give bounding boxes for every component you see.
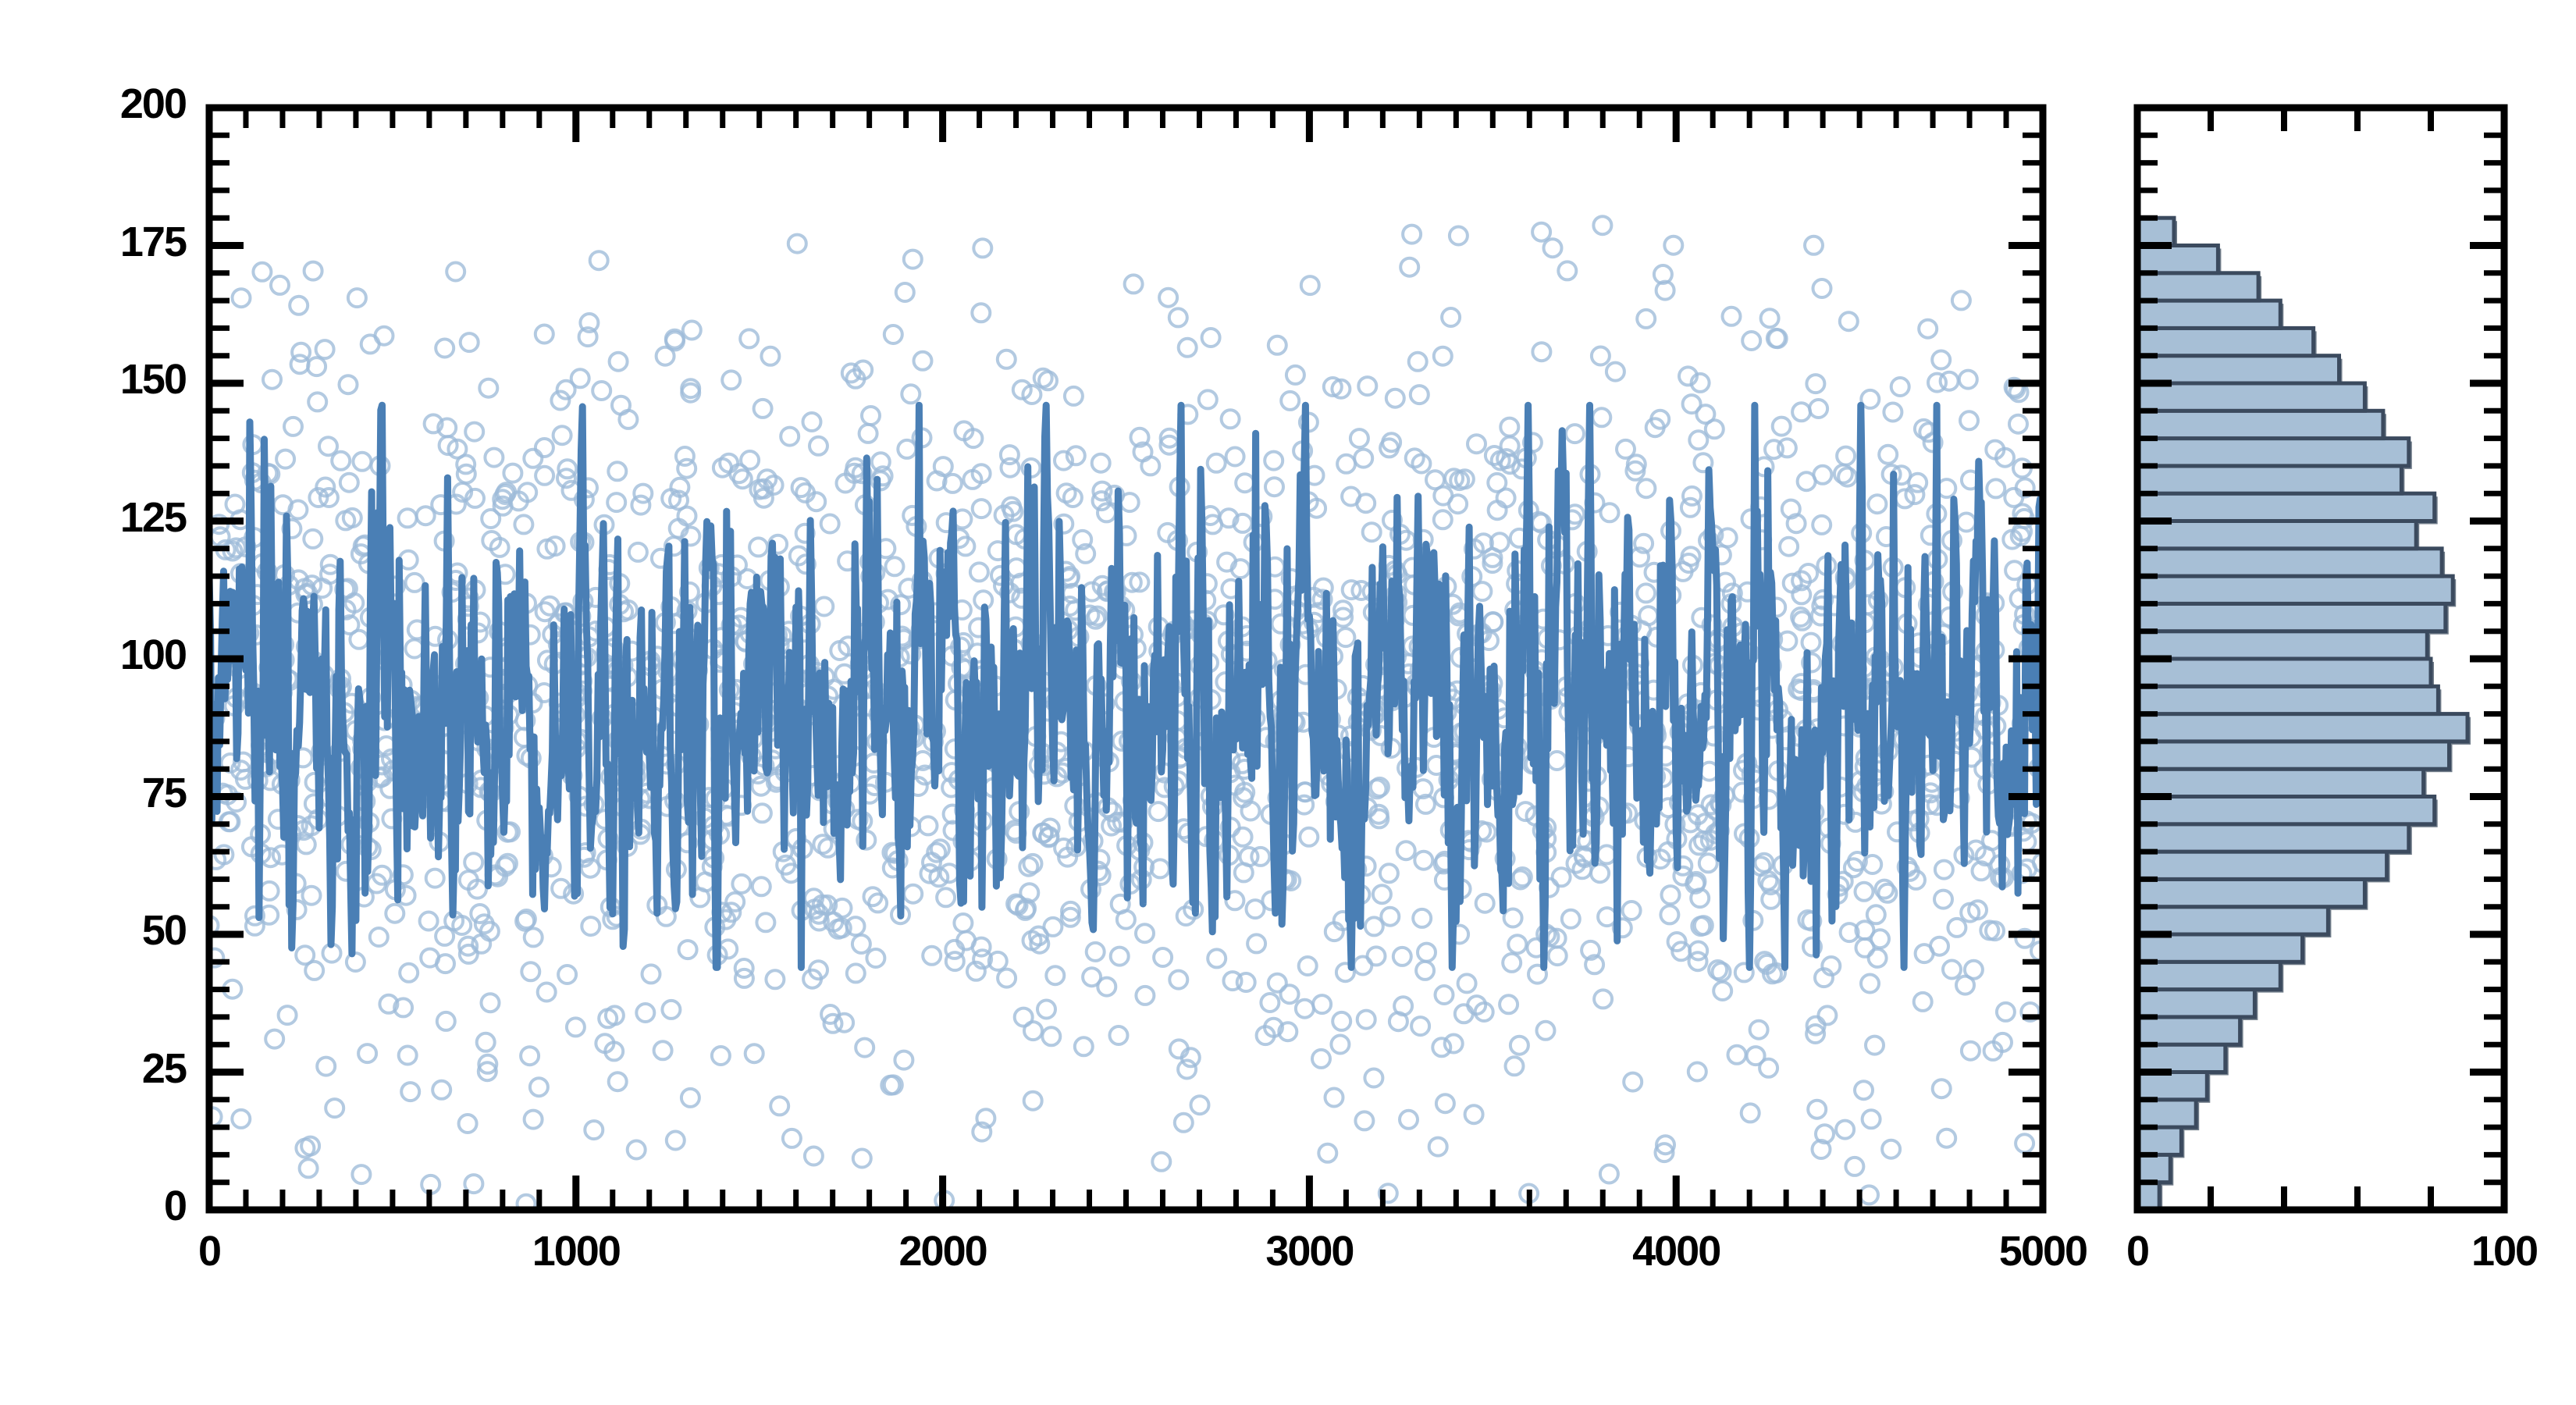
hist-bar bbox=[2135, 905, 2330, 937]
hist-bar bbox=[2135, 1070, 2209, 1102]
hist-bar bbox=[2135, 408, 2386, 441]
hist-bar bbox=[2135, 849, 2389, 881]
hist-bar bbox=[2135, 822, 2411, 854]
hist-bar bbox=[2135, 436, 2411, 468]
hist-xtick-label-100: 100 bbox=[2471, 1228, 2539, 1275]
main-xtick-label-0: 0 bbox=[197, 1228, 222, 1275]
hist-bar bbox=[2135, 464, 2403, 496]
hist-xtick-label-0: 0 bbox=[2126, 1228, 2150, 1275]
hist-bar bbox=[2135, 215, 2176, 248]
hist-bar bbox=[2135, 932, 2304, 964]
hist-bar bbox=[2135, 354, 2341, 386]
hist-bar bbox=[2135, 271, 2261, 303]
main-xtick-label-2000: 2000 bbox=[898, 1228, 988, 1275]
main-ytick-label-75: 75 bbox=[141, 769, 187, 816]
clip-left bbox=[0, 0, 209, 1405]
hist-bar bbox=[2135, 656, 2433, 688]
main-ytick-label-150: 150 bbox=[119, 356, 187, 403]
hist-bar bbox=[2135, 767, 2426, 799]
hist-bar bbox=[2135, 795, 2437, 827]
main-ytick-label-100: 100 bbox=[119, 631, 187, 678]
hist-bar bbox=[2135, 1042, 2228, 1074]
hist-bar bbox=[2135, 325, 2316, 358]
main-xtick-label-3000: 3000 bbox=[1265, 1228, 1354, 1275]
main-ytick-label-125: 125 bbox=[119, 493, 187, 541]
hist-bar bbox=[2135, 381, 2367, 413]
hist-bar bbox=[2135, 712, 2470, 744]
running-mean-line bbox=[205, 401, 2047, 971]
main-ytick-label-50: 50 bbox=[141, 907, 187, 954]
hist-bar bbox=[2135, 298, 2282, 330]
hist-bar bbox=[2135, 574, 2455, 606]
hist-bar bbox=[2135, 629, 2429, 661]
main-ytick-label-25: 25 bbox=[141, 1044, 187, 1092]
hist-bar bbox=[2135, 987, 2257, 1019]
main-xtick-label-1000: 1000 bbox=[532, 1228, 621, 1275]
main-xtick-label-4000: 4000 bbox=[1632, 1228, 1721, 1275]
hist-bar bbox=[2135, 1097, 2198, 1129]
clip-top bbox=[0, 0, 2576, 108]
main-xtick-label-5000: 5000 bbox=[1998, 1228, 2088, 1275]
hist-bar bbox=[2135, 684, 2440, 717]
hist-bar bbox=[2135, 519, 2418, 551]
hist-bar bbox=[2135, 601, 2448, 634]
hist-bar bbox=[2135, 877, 2367, 909]
hist-bar bbox=[2135, 491, 2437, 524]
clip-mid bbox=[2044, 0, 2137, 1405]
hist-bar bbox=[2135, 739, 2451, 771]
hist-bar bbox=[2135, 244, 2220, 276]
histogram-series bbox=[2135, 215, 2471, 1213]
clip-bottom bbox=[0, 1211, 2576, 1405]
main-ytick-label-200: 200 bbox=[119, 80, 187, 127]
hist-bar bbox=[2135, 1015, 2243, 1047]
main-ytick-label-0: 0 bbox=[163, 1183, 187, 1229]
hist-bar bbox=[2135, 1125, 2183, 1157]
hist-bar bbox=[2135, 546, 2444, 578]
hist-bar bbox=[2135, 1152, 2172, 1185]
hist-bar bbox=[2135, 959, 2282, 992]
main-ytick-label-175: 175 bbox=[119, 218, 187, 265]
